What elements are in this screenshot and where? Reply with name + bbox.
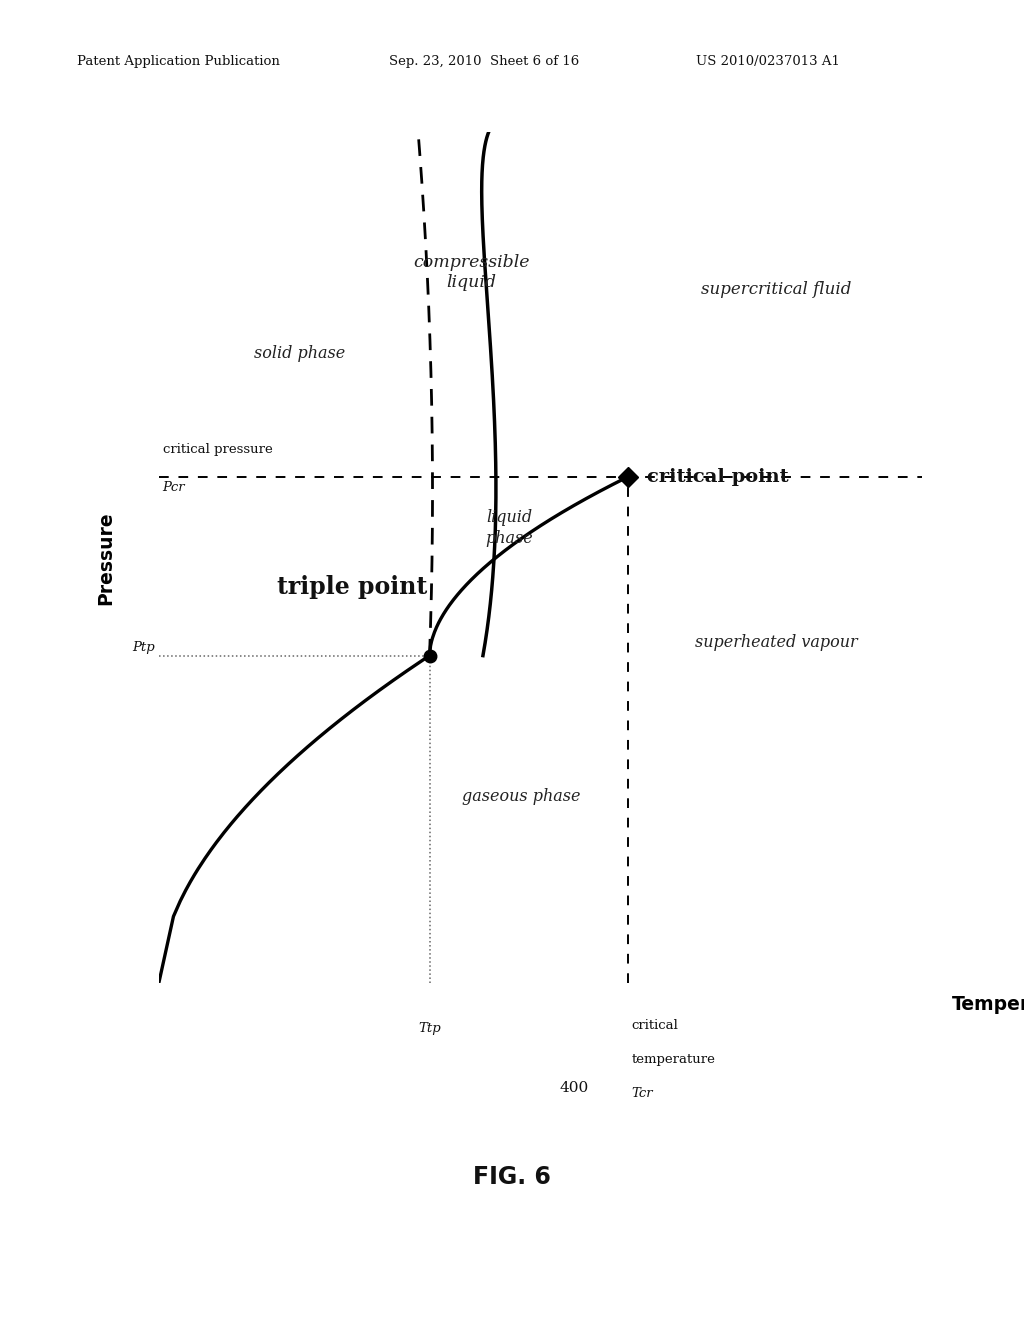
Text: Pressure: Pressure xyxy=(96,511,115,605)
Text: FIG. 6: FIG. 6 xyxy=(473,1166,551,1189)
Text: gaseous phase: gaseous phase xyxy=(462,788,581,805)
Text: critical: critical xyxy=(632,1019,679,1032)
Text: compressible
liquid: compressible liquid xyxy=(414,253,529,292)
Text: Temperature: Temperature xyxy=(952,995,1024,1014)
Text: Ttp: Ttp xyxy=(418,1022,441,1035)
Text: Tcr: Tcr xyxy=(632,1088,653,1101)
Text: superheated vapour: superheated vapour xyxy=(695,635,858,651)
Text: critical point: critical point xyxy=(647,467,788,486)
Text: US 2010/0237013 A1: US 2010/0237013 A1 xyxy=(696,55,841,69)
Text: Ptp: Ptp xyxy=(132,640,155,653)
Text: Patent Application Publication: Patent Application Publication xyxy=(77,55,280,69)
Text: supercritical fluid: supercritical fluid xyxy=(701,281,852,298)
Text: Pcr: Pcr xyxy=(163,480,185,494)
Text: solid phase: solid phase xyxy=(254,345,345,362)
Text: triple point: triple point xyxy=(276,576,427,599)
Text: Sep. 23, 2010  Sheet 6 of 16: Sep. 23, 2010 Sheet 6 of 16 xyxy=(389,55,580,69)
Text: temperature: temperature xyxy=(632,1053,716,1067)
Text: 400: 400 xyxy=(559,1081,589,1096)
Text: liquid
phase: liquid phase xyxy=(485,510,534,546)
Text: critical pressure: critical pressure xyxy=(163,442,272,455)
